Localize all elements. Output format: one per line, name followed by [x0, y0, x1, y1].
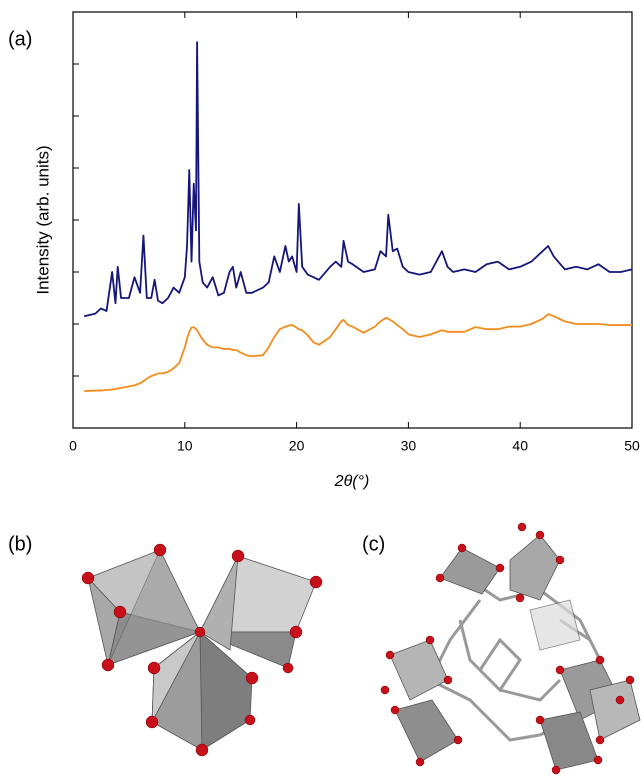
x-tick-label: 40	[512, 438, 528, 454]
x-tick-label: 10	[177, 438, 193, 454]
x-tick-label: 50	[624, 438, 640, 454]
data-line	[84, 314, 632, 391]
x-tick-label: 0	[69, 438, 77, 454]
panel-label: (b)	[8, 533, 32, 555]
plot-frame	[73, 12, 632, 428]
structure-c	[381, 523, 640, 774]
panel-label: (c)	[362, 533, 385, 555]
data-line	[84, 42, 632, 316]
y-axis-label: Intensity (arb. units)	[33, 145, 52, 294]
structure-b	[82, 544, 322, 756]
panel-label: (a)	[8, 28, 32, 50]
x-tick-label: 30	[401, 438, 417, 454]
x-axis-label: 2θ(°)	[334, 473, 370, 490]
figure: (a) (b) (c) Intensity (arb. units) 2θ(°)	[0, 0, 644, 777]
x-tick-label: 20	[289, 438, 305, 454]
